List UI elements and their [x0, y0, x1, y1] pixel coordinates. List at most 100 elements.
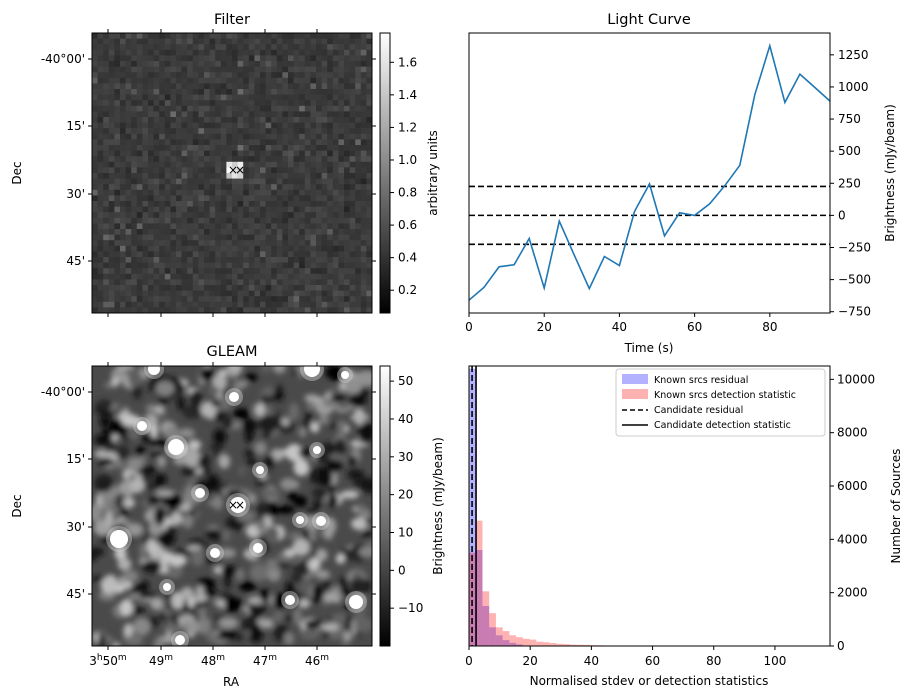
filter-pixel [271, 251, 278, 258]
gleam-texture-blob [130, 606, 145, 614]
filter-pixel [192, 234, 199, 241]
filter-pixel [344, 240, 350, 247]
filter-pixel [120, 173, 126, 179]
filter-pixel [237, 178, 244, 185]
filter-pixel [232, 128, 238, 135]
filter-pixel [125, 285, 132, 291]
filter-pixel [271, 94, 278, 101]
filter-pixel [293, 173, 300, 179]
filter-pixel [204, 111, 210, 118]
filter-pixel [164, 77, 171, 84]
filter-pixel [148, 234, 154, 241]
filter-pixel [344, 133, 350, 140]
filter-pixel [271, 61, 278, 67]
filter-pixel [260, 262, 266, 269]
filter-pixel [164, 234, 171, 241]
filter-pixel [254, 44, 261, 51]
filter-pixel [170, 161, 177, 168]
filter-pixel [349, 251, 356, 258]
filter-pixel [142, 105, 149, 112]
filter-pixel [254, 195, 261, 202]
gleam-texture-blob [312, 531, 323, 538]
filter-pixel [232, 94, 238, 101]
filter-pixel [304, 195, 311, 202]
filter-pixel [97, 279, 104, 286]
filter-pixel [187, 61, 194, 67]
filter-pixel [103, 173, 110, 179]
filter-pixel [288, 49, 294, 56]
filter-pixel [360, 296, 367, 303]
x-tick-label: 0 [465, 320, 473, 334]
filter-pixel [142, 223, 149, 230]
filter-pixel [349, 268, 356, 275]
filter-pixel [226, 117, 233, 123]
filter-pixel [131, 240, 138, 247]
filter-pixel [310, 66, 317, 73]
gleam-texture-blob [128, 592, 142, 601]
filter-pixel [97, 66, 104, 73]
filter-pixel [366, 38, 372, 45]
filter-pixel [321, 189, 328, 196]
filter-pixel [187, 240, 194, 247]
filter-pixel [237, 145, 244, 151]
filter-pixel [254, 245, 261, 252]
filter-pixel [299, 117, 306, 123]
filter-pixel [271, 128, 278, 135]
filter-pixel [97, 83, 104, 90]
filter-pixel [192, 301, 199, 308]
filter-pixel [265, 139, 272, 146]
filter-pixel [237, 223, 244, 230]
filter-pixel [254, 184, 261, 191]
filter-pixel [103, 234, 110, 241]
filter-pixel [215, 285, 222, 291]
dec-tick-label: 45' [66, 587, 85, 601]
filter-pixel [293, 223, 300, 230]
filter-pixel [338, 139, 345, 146]
filter-pixel [310, 55, 317, 62]
filter-pixel [103, 145, 110, 151]
filter-pixel [215, 178, 222, 185]
filter-pixel [254, 122, 261, 129]
dec-tick-label: 30' [66, 520, 85, 534]
filter-pixel [159, 273, 166, 280]
filter-pixel [92, 184, 98, 191]
filter-pixel [355, 189, 362, 196]
filter-pixel [181, 217, 188, 224]
filter-pixel [198, 229, 205, 235]
filter-pixel [254, 156, 261, 163]
filter-pixel [136, 111, 143, 118]
filter-pixel [153, 61, 160, 67]
filter-pixel [215, 268, 222, 275]
filter-pixel [92, 212, 98, 219]
filter-pixel [232, 161, 238, 168]
filter-pixel [142, 33, 149, 39]
filter-pixel [164, 100, 171, 107]
filter-pixel [159, 128, 166, 135]
filter-pixel [327, 251, 334, 258]
filter-pixel [204, 257, 210, 263]
gleam-image [92, 366, 372, 646]
filter-pixel [243, 223, 250, 230]
filter-pixel [142, 77, 149, 84]
filter-pixel [170, 217, 177, 224]
filter-pixel [349, 212, 356, 219]
filter-pixel [198, 133, 205, 140]
filter-pixel [293, 167, 300, 174]
filter-pixel [125, 94, 132, 101]
filter-pixel [103, 245, 110, 252]
filter-pixel [316, 38, 322, 45]
filter-pixel [142, 128, 149, 135]
filter-pixel [355, 133, 362, 140]
filter-pixel [237, 167, 244, 174]
gleam-texture-blob [190, 549, 205, 567]
filter-pixel [187, 145, 194, 151]
filter-pixel [164, 229, 171, 235]
filter-pixel [192, 55, 199, 62]
filter-pixel [187, 117, 194, 123]
filter-pixel [181, 223, 188, 230]
filter-pixel [260, 251, 266, 258]
filter-pixel [114, 61, 121, 67]
filter-pixel [304, 279, 311, 286]
filter-pixel [316, 296, 322, 303]
filter-pixel [316, 61, 322, 67]
